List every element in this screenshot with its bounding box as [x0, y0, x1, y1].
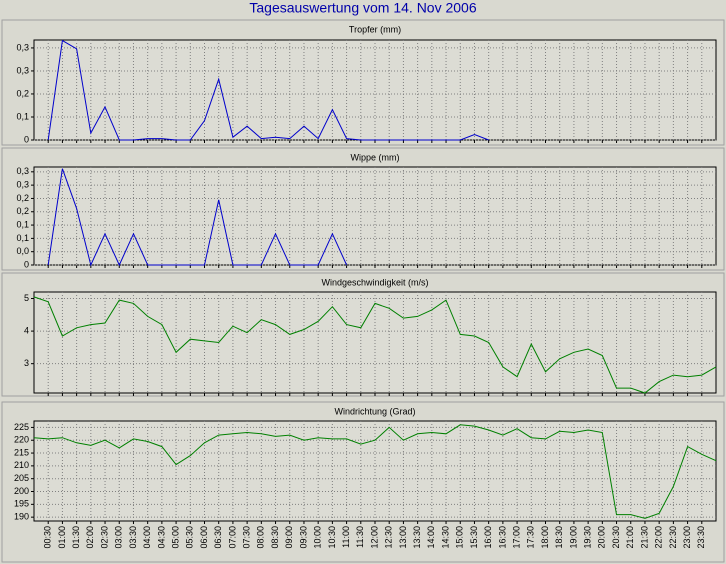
- x-tick-label: 03:00: [114, 526, 124, 549]
- x-tick-label: 18:30: [554, 526, 564, 549]
- data-line: [33, 424, 717, 519]
- x-tick-label: 19:00: [568, 526, 578, 549]
- x-tick-label: 02:00: [85, 526, 95, 549]
- x-tick-label: 10:30: [327, 526, 337, 549]
- x-tick-label: 17:00: [511, 526, 521, 549]
- x-tick-label: 09:30: [298, 526, 308, 549]
- y-tick-label: 0,2: [16, 206, 29, 216]
- data-line: [33, 296, 717, 394]
- y-tick-label: 200: [14, 486, 29, 496]
- y-tick-label: 5: [24, 293, 29, 303]
- x-tick-label: 13:00: [398, 526, 408, 549]
- x-tick-label: 19:30: [583, 526, 593, 549]
- x-tick-label: 21:00: [625, 526, 635, 549]
- y-tick-label: 220: [14, 435, 29, 445]
- x-tick-label: 09:00: [284, 526, 294, 549]
- x-tick-label: 23:00: [682, 526, 692, 549]
- chart-title: Tagesauswertung vom 14. Nov 2006: [249, 0, 476, 16]
- x-tick-label: 23:30: [696, 526, 706, 549]
- panel-frame: [1, 401, 725, 563]
- x-tick-label: 07:30: [242, 526, 252, 549]
- x-tick-label: 21:30: [639, 526, 649, 549]
- y-tick-label: 190: [14, 512, 29, 522]
- y-tick-label: 0,1: [16, 233, 29, 243]
- x-tick-label: 17:30: [526, 526, 536, 549]
- x-tick-label: 08:30: [270, 526, 280, 549]
- x-tick-label: 11:00: [341, 526, 351, 548]
- x-tick-label: 15:30: [469, 526, 479, 549]
- x-tick-label: 12:30: [384, 526, 394, 549]
- x-tick-label: 07:00: [227, 526, 237, 549]
- panel-frame: [1, 147, 725, 271]
- y-tick-label: 0: [24, 134, 29, 144]
- y-tick-label: 0,1: [16, 111, 29, 121]
- y-tick-label: 0,3: [16, 166, 29, 176]
- x-tick-label: 16:00: [483, 526, 493, 549]
- y-tick-label: 3: [24, 358, 29, 368]
- x-tick-label: 20:00: [597, 526, 607, 549]
- x-tick-label: 20:30: [611, 526, 621, 549]
- x-tick-label: 00:30: [43, 526, 53, 549]
- x-tick-label: 06:30: [213, 526, 223, 549]
- y-tick-label: 0,3: [16, 65, 29, 75]
- plot-area: [33, 39, 717, 141]
- y-tick-label: 0,0: [16, 246, 29, 256]
- y-tick-label: 210: [14, 460, 29, 470]
- x-tick-label: 10:00: [313, 526, 323, 549]
- x-tick-label: 14:30: [440, 526, 450, 549]
- x-tick-label: 11:30: [355, 526, 365, 548]
- x-tick-label: 01:30: [71, 526, 81, 549]
- y-tick-label: 195: [14, 499, 29, 509]
- x-tick-label: 08:00: [256, 526, 266, 549]
- panel-frame: [1, 19, 725, 146]
- x-tick-label: 04:30: [156, 526, 166, 549]
- y-tick-label: 0,3: [16, 180, 29, 190]
- panel-frame: [1, 272, 725, 397]
- x-tick-label: 05:30: [185, 526, 195, 549]
- x-tick-label: 22:30: [668, 526, 678, 549]
- x-tick-label: 01:00: [57, 526, 67, 549]
- x-tick-label: 15:00: [455, 526, 465, 549]
- x-tick-label: 02:30: [99, 526, 109, 549]
- x-tick-label: 06:00: [199, 526, 209, 549]
- x-tick-label: 14:00: [426, 526, 436, 549]
- x-tick-label: 16:30: [497, 526, 507, 549]
- panel-title: Windgeschwindigkeit (m/s): [321, 277, 428, 287]
- y-tick-label: 0,2: [16, 88, 29, 98]
- panel-title: Windrichtung (Grad): [334, 406, 415, 416]
- x-tick-label: 05:00: [170, 526, 180, 549]
- x-tick-label: 18:00: [540, 526, 550, 549]
- y-tick-label: 215: [14, 447, 29, 457]
- panel-title: Tropfer (mm): [349, 24, 401, 34]
- y-tick-label: 0: [24, 259, 29, 269]
- y-tick-label: 0,1: [16, 219, 29, 229]
- y-tick-label: 4: [24, 325, 29, 335]
- x-tick-label: 12:00: [369, 526, 379, 549]
- x-tick-label: 22:00: [654, 526, 664, 549]
- data-line: [47, 39, 489, 141]
- y-tick-label: 0,3: [16, 42, 29, 52]
- y-tick-label: 225: [14, 422, 29, 432]
- data-line: [47, 168, 348, 267]
- panel-title: Wippe (mm): [351, 152, 400, 162]
- y-tick-label: 205: [14, 473, 29, 483]
- x-tick-label: 04:00: [142, 526, 152, 549]
- y-tick-label: 0,2: [16, 193, 29, 203]
- plot-area: [33, 420, 717, 522]
- x-tick-label: 03:30: [128, 526, 138, 549]
- x-tick-label: 13:30: [412, 526, 422, 549]
